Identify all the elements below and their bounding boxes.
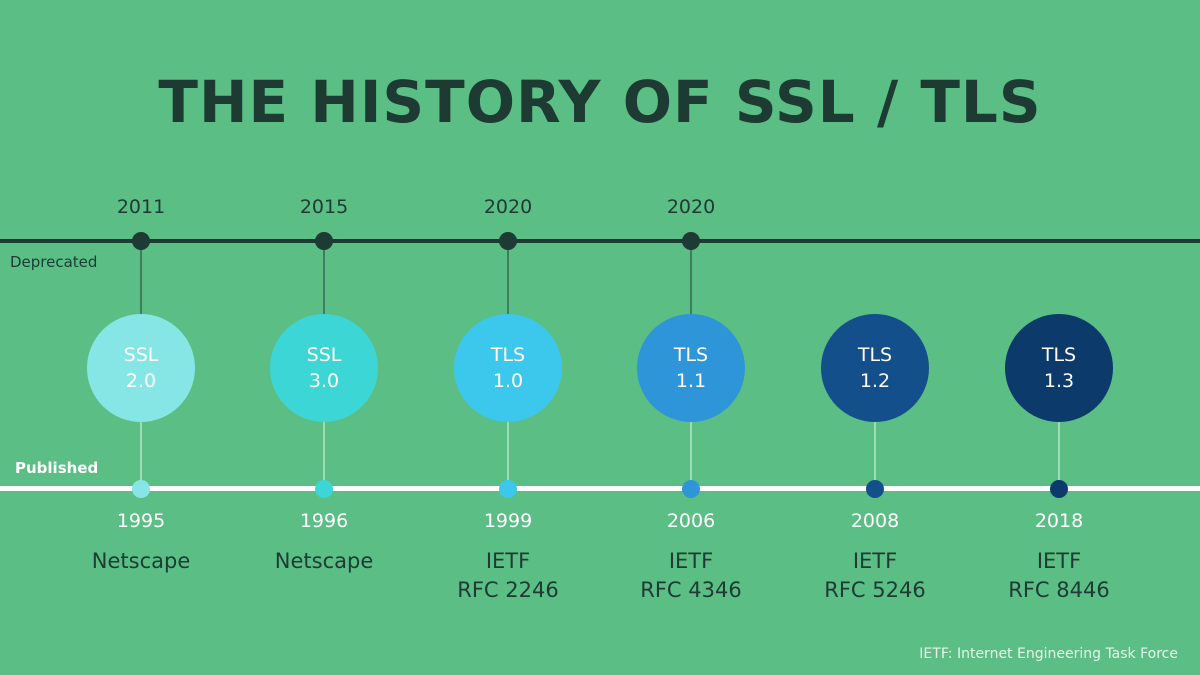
protocol-name: TLS [857,344,893,366]
version-circle: TLS 1.3 [1005,314,1113,422]
deprecated-year: 2020 [483,196,533,218]
protocol-name: TLS [490,344,526,366]
deprecated-connector [507,241,509,316]
version-circle: SSL 3.0 [270,314,378,422]
rfc-number: RFC 2246 [457,578,559,602]
rfc-number: RFC 8446 [1008,578,1110,602]
deprecated-dot [499,232,517,250]
published-dot [682,480,700,498]
published-year: 2018 [1034,510,1084,532]
published-year: 1995 [116,510,166,532]
publisher-name: IETF [668,549,714,573]
version-number: 1.3 [1043,370,1075,392]
published-dot [315,480,333,498]
publisher-name: Netscape [91,549,191,573]
published-connector [507,420,509,488]
published-dot [866,480,884,498]
protocol-name: TLS [1041,344,1077,366]
deprecated-dot [315,232,333,250]
protocol-name: SSL [123,344,159,366]
published-year: 2006 [666,510,716,532]
deprecated-timeline [0,239,1200,243]
published-year: 1999 [483,510,533,532]
version-circle: TLS 1.0 [454,314,562,422]
publisher: IETF RFC 2246 [408,547,608,605]
version-circle: TLS 1.2 [821,314,929,422]
version-circle: SSL 2.0 [87,314,195,422]
published-connector [690,420,692,488]
protocol-name: TLS [673,344,709,366]
deprecated-connector [690,241,692,316]
publisher: Netscape [41,547,241,576]
version-number: 1.1 [675,370,707,392]
deprecated-dot [682,232,700,250]
publisher-name: Netscape [274,549,374,573]
rfc-number: RFC 5246 [824,578,926,602]
published-timeline [0,486,1200,491]
publisher-name: IETF [1036,549,1082,573]
deprecated-dot [132,232,150,250]
publisher: IETF RFC 8446 [959,547,1159,605]
publisher: Netscape [224,547,424,576]
version-circle: TLS 1.1 [637,314,745,422]
version-number: 2.0 [125,370,157,392]
publisher-name: IETF [485,549,531,573]
publisher: IETF RFC 5246 [775,547,975,605]
deprecated-connector [140,241,142,316]
deprecated-year: 2015 [299,196,349,218]
published-dot [1050,480,1068,498]
rfc-number: RFC 4346 [640,578,742,602]
version-number: 1.0 [492,370,524,392]
published-connector [874,420,876,488]
published-label: Published [15,459,99,477]
publisher: IETF RFC 4346 [591,547,791,605]
page-title: THE HISTORY OF SSL / TLS [158,68,1042,136]
published-dot [499,480,517,498]
published-dot [132,480,150,498]
footnote: IETF: Internet Engineering Task Force [919,646,1178,662]
deprecated-connector [323,241,325,316]
deprecated-year: 2020 [666,196,716,218]
version-number: 1.2 [859,370,891,392]
version-number: 3.0 [308,370,340,392]
published-connector [140,420,142,488]
published-connector [323,420,325,488]
deprecated-year: 2011 [116,196,166,218]
published-year: 1996 [299,510,349,532]
deprecated-label: Deprecated [10,253,98,271]
published-connector [1058,420,1060,488]
protocol-name: SSL [306,344,342,366]
publisher-name: IETF [852,549,898,573]
published-year: 2008 [850,510,900,532]
